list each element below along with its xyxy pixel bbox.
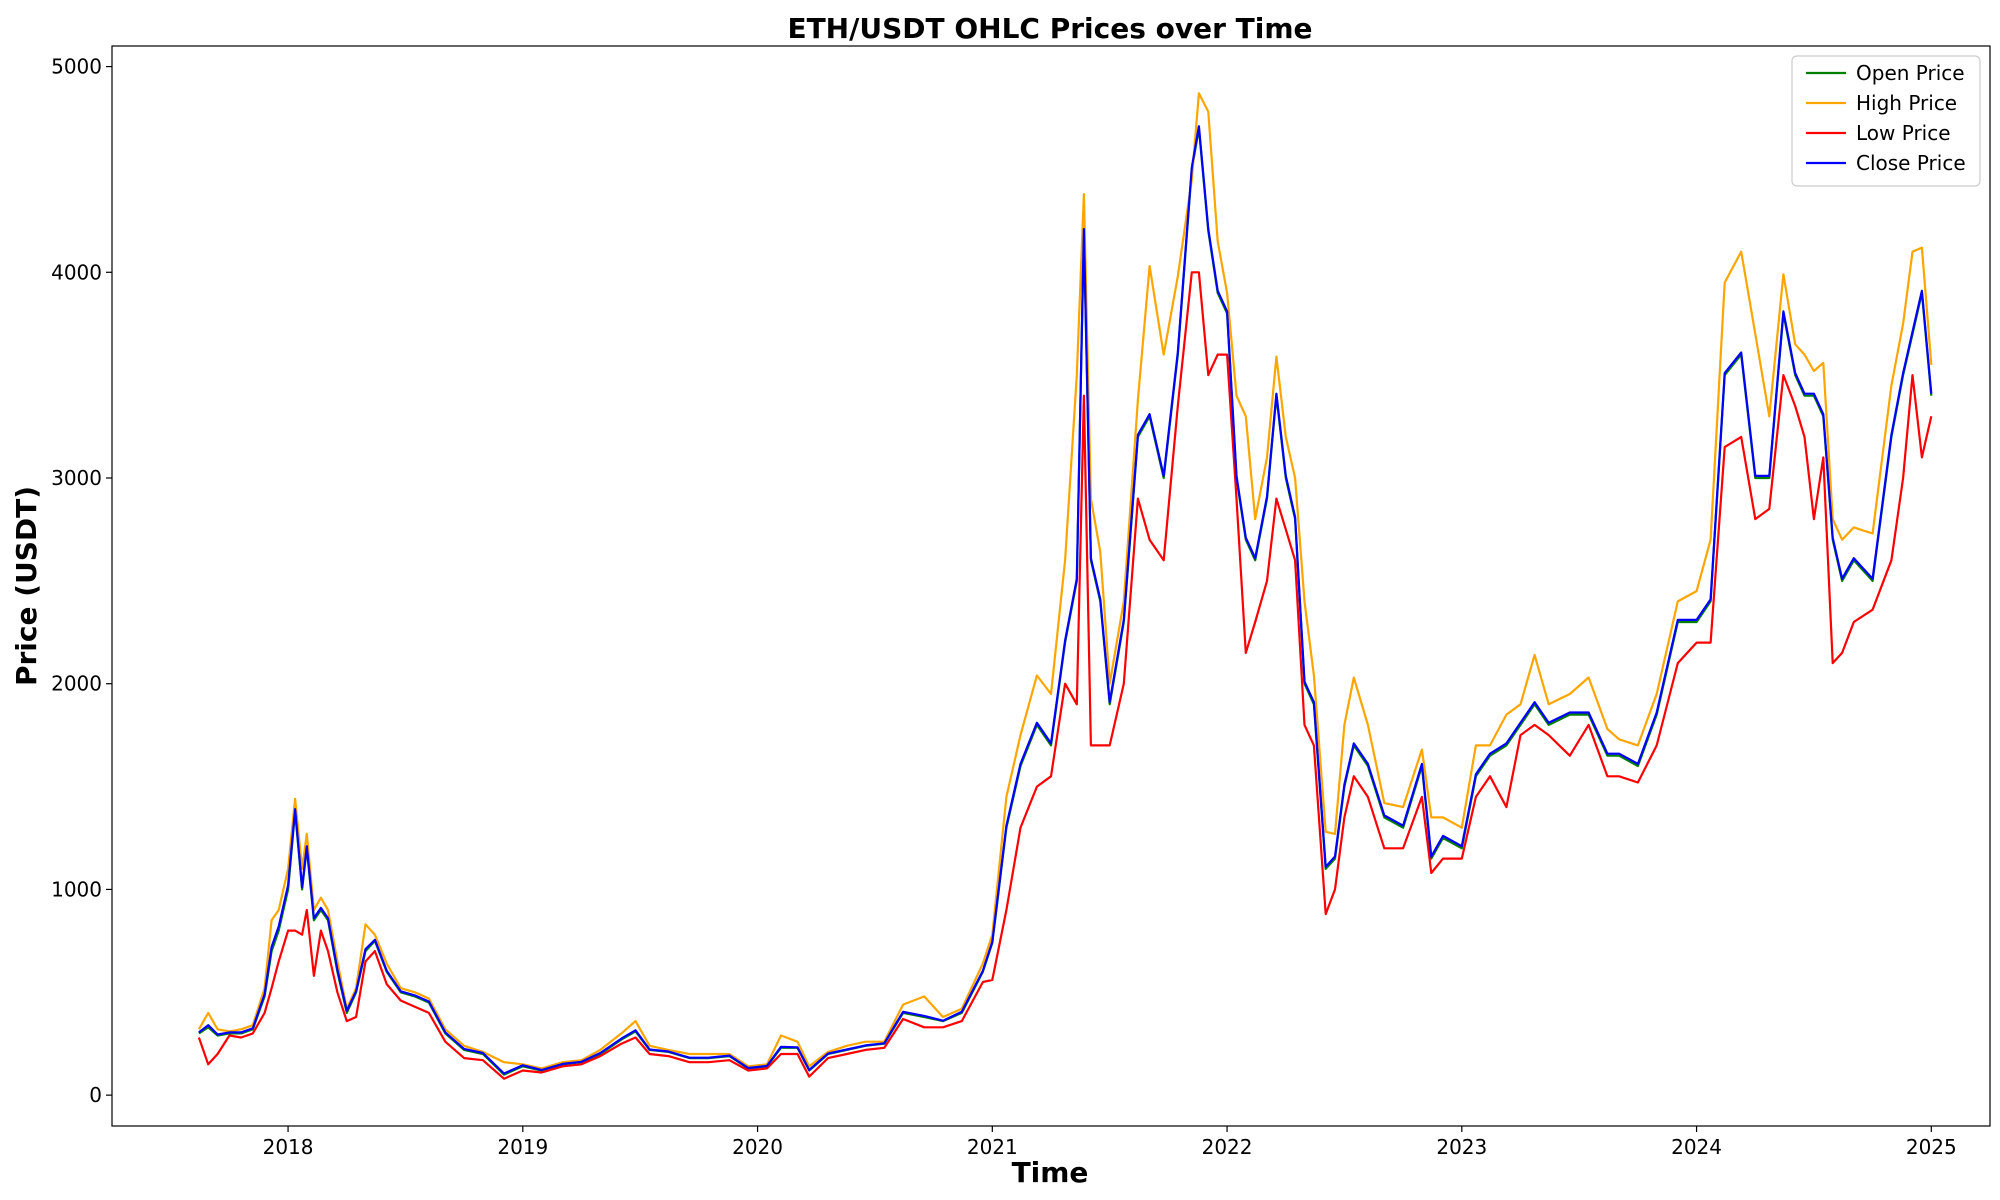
y-tick-label: 3000: [51, 466, 102, 490]
legend-label-1: Open Price: [1856, 61, 1965, 85]
series-line-2: [197, 92, 1933, 1070]
x-tick-label: 2020: [732, 1135, 783, 1159]
series-line-4: [198, 125, 1933, 1075]
legend: Open Price High Price Low Price Close Price: [1791, 55, 1981, 187]
y-axis-title: Price (USDT): [10, 486, 43, 686]
chart-title: ETH/USDT OHLC Prices over Time: [787, 12, 1312, 45]
y-axis: 0 1000 2000 3000 4000 5000: [51, 55, 112, 1107]
x-tick-label: 2018: [263, 1135, 314, 1159]
y-tick-label: 1000: [51, 877, 102, 901]
legend-label-4: Close Price: [1856, 151, 1966, 175]
legend-label-2: High Price: [1856, 91, 1957, 115]
y-tick-label: 4000: [51, 260, 102, 284]
x-tick-label: 2025: [1906, 1135, 1957, 1159]
y-tick-label: 0: [89, 1083, 102, 1107]
x-tick-label: 2022: [1202, 1135, 1253, 1159]
y-tick-label: 5000: [51, 55, 102, 79]
x-tick-label: 2021: [967, 1135, 1018, 1159]
series-line-3: [197, 271, 1933, 1080]
x-axis-title: Time: [1012, 1156, 1089, 1189]
x-tick-label: 2019: [497, 1135, 548, 1159]
x-axis: 2018 2019 2020 2021 2022 2023 2024 2025: [263, 1126, 1957, 1159]
plot-frame: [111, 45, 1991, 1127]
series-layer: [197, 92, 1933, 1080]
y-tick-label: 2000: [51, 672, 102, 696]
x-tick-label: 2024: [1671, 1135, 1722, 1159]
x-tick-label: 2023: [1436, 1135, 1487, 1159]
legend-label-3: Low Price: [1856, 121, 1951, 145]
legend-box: [1791, 55, 1981, 187]
